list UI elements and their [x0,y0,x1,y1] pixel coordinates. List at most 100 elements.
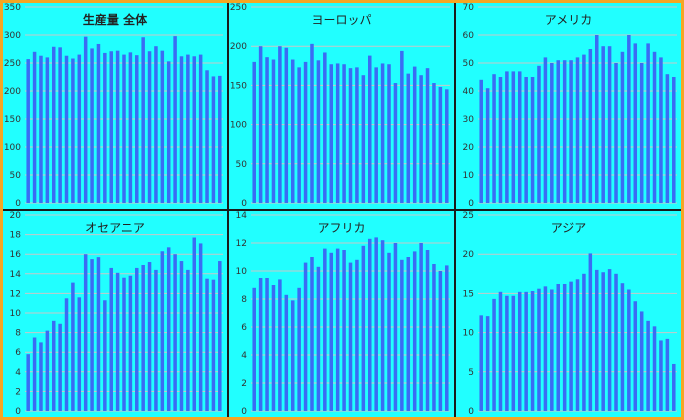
bar [639,311,644,411]
y-tick-label: 100 [4,143,21,153]
y-tick-label: 350 [4,3,21,13]
panel-america: 0 10 20 30 40 50 60 70 アメリカ [456,3,681,209]
bar [96,43,101,204]
bar [329,252,334,411]
y-tick-label: 250 [230,3,247,13]
panel-africa: 0 2 4 6 8 10 12 14 アフリカ [229,211,454,417]
bar [271,285,276,411]
chart-title-america: アメリカ [544,13,593,27]
bar [550,289,554,411]
bar [607,269,612,411]
bar [147,51,152,203]
bar [530,291,535,411]
bar [290,300,295,411]
y-tick-label: 5 [468,368,474,378]
bar [633,301,638,411]
bar [211,76,216,203]
chart-asia: 0 5 10 15 20 25 [463,211,677,417]
bar [83,254,88,411]
bar [211,279,216,411]
y-tick-label: 20 [463,250,475,260]
bar [361,75,366,203]
bar [271,59,276,203]
bar [485,316,490,411]
bar [492,298,496,411]
bar [543,57,548,204]
y-tick-label: 14 [236,211,248,221]
y-tick-label: 18 [10,231,22,241]
bar [128,275,133,411]
bar [498,291,503,411]
y-tick-label: 14 [10,270,22,280]
bar [179,56,184,203]
bar [348,262,353,411]
y-tick-label: 12 [236,239,247,249]
bar [154,46,158,204]
bar [58,47,62,203]
bar [387,252,391,411]
bar [135,55,139,203]
y-tick-label: 10 [10,309,22,319]
y-tick-label: 200 [230,42,247,52]
bar [258,278,263,411]
bar [479,315,483,411]
bar [166,61,171,203]
bar [192,56,197,203]
bar [419,75,423,203]
bar [438,86,443,203]
chart-oceania: 0 2 4 6 8 10 12 14 16 18 20 [10,211,223,417]
bar [601,272,605,411]
bar [505,71,509,204]
bar [218,75,222,203]
y-tick-label: 6 [15,348,21,358]
chart-title-europe: ヨーロッパ [311,13,372,27]
panel-oceania: 0 2 4 6 8 10 12 14 16 18 20 オセアニア [3,211,227,417]
bar [32,337,37,411]
bar [556,283,561,411]
bar [192,237,197,411]
bar [154,269,158,411]
bar [278,279,282,411]
y-tick-label: 25 [463,211,474,221]
bar [406,257,411,411]
bar [594,35,599,203]
bar [198,54,203,203]
bar [310,257,314,411]
bar [543,286,548,411]
bar [498,77,503,203]
bar [109,267,113,411]
bar [316,60,321,204]
bar [672,77,676,203]
bar [316,266,321,411]
bar [32,51,37,203]
bar [380,63,385,204]
bar [432,264,436,411]
bar [412,251,417,411]
bar [205,70,209,203]
bar [51,320,56,411]
y-tick-label: 0 [15,407,21,417]
chart-africa: 0 2 4 6 8 10 12 14 [236,211,450,417]
panel-europe: 0 50 100 150 200 250 ヨーロッパ [229,3,454,209]
chart-title-africa: アフリカ [317,221,366,235]
bar [141,264,145,411]
bar [278,46,282,204]
bar [51,46,56,204]
y-tick-label: 50 [10,171,22,181]
bar [71,282,75,411]
bar [90,48,94,203]
bar [445,89,449,203]
bar [355,259,359,411]
y-tick-label: 2 [15,387,21,397]
bar [406,73,411,203]
bar [556,60,561,204]
y-tick-label: 300 [4,31,21,41]
bar [620,51,625,203]
bar [492,74,496,203]
bar [665,74,670,203]
bar [218,261,222,411]
y-tick-label: 60 [463,31,475,41]
bar [45,57,50,204]
bar [77,297,82,411]
y-tick-label: 0 [468,407,474,417]
